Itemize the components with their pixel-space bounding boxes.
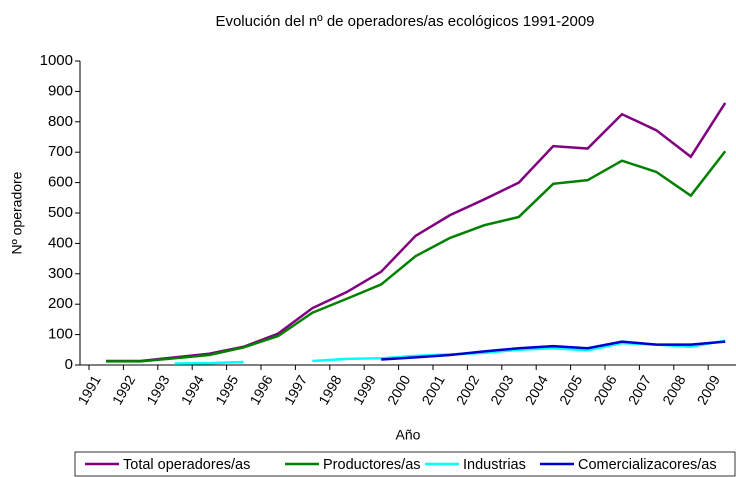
series-line <box>106 150 727 363</box>
x-tick-label: 1999 <box>350 372 380 407</box>
y-tick-label: 900 <box>48 82 73 99</box>
y-tick-label: 300 <box>48 265 73 282</box>
series-line <box>106 102 727 363</box>
x-tick-label: 2004 <box>522 372 552 407</box>
y-tick-label: 700 <box>48 143 73 160</box>
y-axis-label: Nº operadore <box>9 171 25 254</box>
chart-title: Evolución del nº de operadores/as ecológ… <box>215 13 594 30</box>
y-tick-label: 0 <box>65 356 73 373</box>
x-tick-label: 2003 <box>487 372 517 407</box>
y-tick-label: 400 <box>48 234 73 251</box>
x-tick-label: 2007 <box>625 372 655 407</box>
x-tick-label: 2000 <box>384 372 414 407</box>
x-axis-label: Año <box>396 427 421 443</box>
x-tick-label: 1993 <box>143 372 173 407</box>
series-line <box>381 340 726 361</box>
legend-label: Industrias <box>463 457 526 473</box>
x-tick-label: 1998 <box>315 372 345 407</box>
y-tick-label: 500 <box>48 204 73 221</box>
x-tick-label: 2006 <box>590 372 620 407</box>
y-tick-label: 1000 <box>40 52 73 69</box>
legend-box <box>74 451 736 477</box>
x-tick-label: 2001 <box>418 372 448 407</box>
x-tick-label: 1994 <box>178 372 208 407</box>
y-tick-label: 200 <box>48 295 73 312</box>
y-tick-label: 600 <box>48 174 73 191</box>
legend-label: Comercializacores/as <box>578 457 717 473</box>
y-tick-label: 100 <box>48 326 73 343</box>
y-tick-label: 800 <box>48 113 73 130</box>
x-tick-label: 1991 <box>74 372 104 407</box>
x-tick-label: 2009 <box>694 372 724 407</box>
x-tick-label: 2005 <box>556 372 586 407</box>
x-tick-label: 2008 <box>659 372 689 407</box>
legend-label: Total operadores/as <box>123 457 250 473</box>
x-tick-label: 1996 <box>246 372 276 407</box>
x-tick-label: 2002 <box>453 372 483 407</box>
x-tick-label: 1997 <box>281 372 311 407</box>
legend-label: Productores/as <box>323 457 421 473</box>
x-tick-label: 1995 <box>212 372 242 407</box>
x-tick-label: 1992 <box>109 372 139 407</box>
